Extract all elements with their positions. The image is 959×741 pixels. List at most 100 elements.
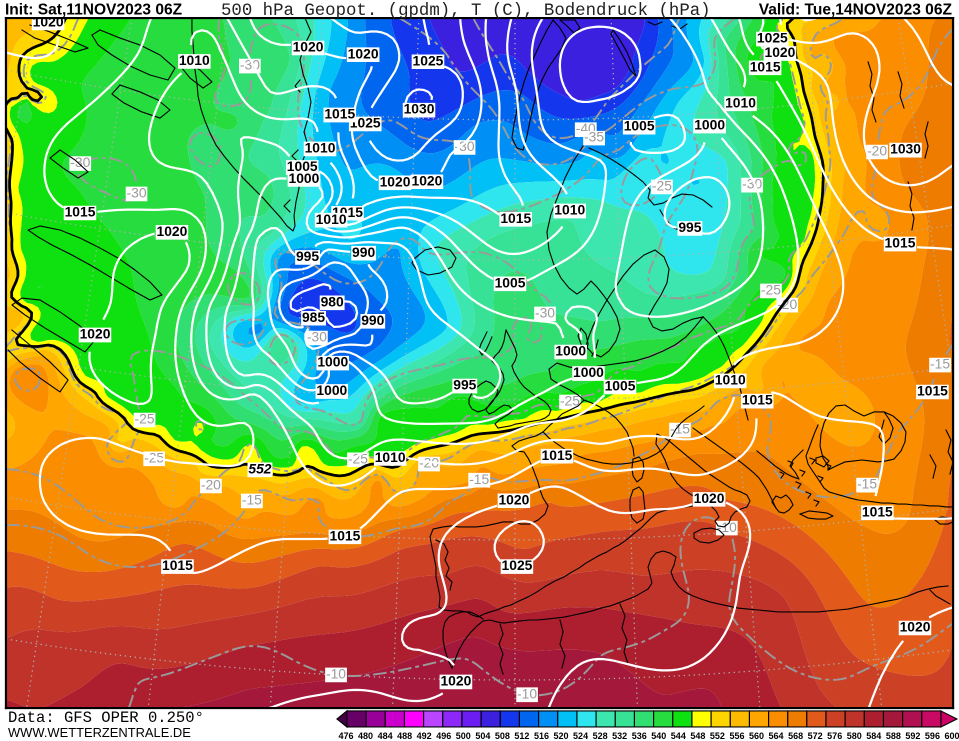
svg-text:980: 980 [321,293,344,309]
svg-text:1015: 1015 [324,106,355,122]
svg-text:540: 540 [651,731,666,741]
svg-text:-15: -15 [242,492,262,508]
svg-text:552: 552 [710,731,725,741]
svg-text:1005: 1005 [287,158,318,174]
svg-text:532: 532 [612,731,627,741]
svg-text:1000: 1000 [316,382,347,398]
svg-text:592: 592 [905,731,920,741]
svg-text:1015: 1015 [862,503,893,519]
svg-text:476: 476 [338,731,353,741]
svg-text:-30: -30 [535,305,555,321]
svg-text:1010: 1010 [179,52,210,68]
svg-text:-30: -30 [742,176,762,192]
svg-text:1025: 1025 [413,52,444,68]
svg-text:1010: 1010 [375,449,406,465]
svg-text:1020: 1020 [348,45,379,61]
svg-text:516: 516 [534,731,549,741]
svg-text:-35: -35 [584,129,604,145]
svg-text:-25: -25 [348,450,368,466]
svg-text:524: 524 [573,731,588,741]
svg-text:572: 572 [808,731,823,741]
svg-text:1020: 1020 [380,173,411,189]
svg-text:1020: 1020 [694,490,725,506]
svg-text:1005: 1005 [605,378,636,394]
svg-text:500 hPa Geopot. (gpdm), T (C),: 500 hPa Geopot. (gpdm), T (C), Bodendruc… [221,2,711,21]
svg-text:576: 576 [827,731,842,741]
svg-text:1020: 1020 [156,223,187,239]
svg-text:1010: 1010 [715,372,746,388]
svg-text:1015: 1015 [500,210,531,226]
svg-text:-10: -10 [326,666,346,682]
svg-text:548: 548 [690,731,705,741]
svg-text:1000: 1000 [573,364,604,380]
svg-text:1005: 1005 [624,118,655,134]
svg-text:596: 596 [925,731,940,741]
svg-text:-15: -15 [469,471,489,487]
svg-text:Valid: Tue,14NOV2023 06Z: Valid: Tue,14NOV2023 06Z [759,1,953,18]
svg-text:985: 985 [302,309,325,325]
svg-text:492: 492 [417,731,432,741]
svg-text:1020: 1020 [900,619,931,635]
svg-text:-25: -25 [560,393,580,409]
svg-text:-15: -15 [670,421,690,437]
svg-text:-20: -20 [867,143,887,159]
svg-text:584: 584 [866,731,881,741]
svg-text:520: 520 [554,731,569,741]
svg-text:580: 580 [847,731,862,741]
svg-text:1015: 1015 [750,58,781,74]
svg-text:1020: 1020 [764,44,795,60]
svg-text:500: 500 [456,731,471,741]
svg-text:484: 484 [378,731,393,741]
svg-text:1025: 1025 [757,30,788,46]
svg-text:Data: GFS OPER 0.250°: Data: GFS OPER 0.250° [8,709,204,727]
svg-text:-25: -25 [761,281,781,297]
svg-text:1005: 1005 [495,274,526,290]
svg-text:995: 995 [678,219,701,235]
svg-text:-25: -25 [135,411,155,427]
svg-text:480: 480 [358,731,373,741]
svg-text:508: 508 [495,731,510,741]
svg-text:1020: 1020 [498,491,529,507]
svg-text:1030: 1030 [404,101,435,117]
svg-text:1010: 1010 [554,202,585,218]
svg-text:995: 995 [296,248,319,264]
svg-text:1020: 1020 [440,673,471,689]
svg-text:-15: -15 [857,476,877,492]
svg-text:-20: -20 [201,476,221,492]
svg-text:-30: -30 [455,138,475,154]
svg-text:564: 564 [769,731,784,741]
svg-text:1015: 1015 [542,447,573,463]
svg-text:-10: -10 [517,685,537,701]
svg-text:1000: 1000 [555,343,586,359]
svg-text:528: 528 [593,731,608,741]
svg-text:1020: 1020 [293,39,324,55]
svg-text:1030: 1030 [890,141,921,157]
svg-text:1000: 1000 [288,170,319,186]
svg-text:1015: 1015 [885,235,916,251]
svg-text:-10: -10 [717,519,737,535]
svg-text:1025: 1025 [350,115,381,131]
svg-text:496: 496 [436,731,451,741]
svg-text:-30: -30 [70,154,90,170]
svg-text:1010: 1010 [316,211,347,227]
svg-text:560: 560 [749,731,764,741]
svg-text:1020: 1020 [80,326,111,342]
svg-text:-15: -15 [930,356,950,372]
svg-text:1010: 1010 [305,140,336,156]
svg-text:-30: -30 [127,184,147,200]
svg-text:1015: 1015 [917,383,948,399]
svg-text:544: 544 [671,731,686,741]
svg-text:488: 488 [397,731,412,741]
svg-text:536: 536 [632,731,647,741]
svg-text:1025: 1025 [502,557,533,573]
svg-text:504: 504 [475,731,490,741]
svg-text:995: 995 [453,377,476,393]
svg-text:568: 568 [788,731,803,741]
svg-text:588: 588 [886,731,901,741]
svg-text:1020: 1020 [33,14,64,30]
svg-text:WWW.WETTERZENTRALE.DE: WWW.WETTERZENTRALE.DE [8,725,191,740]
svg-text:556: 556 [729,731,744,741]
svg-text:600: 600 [944,731,959,741]
svg-text:1015: 1015 [65,204,96,220]
svg-text:990: 990 [361,312,384,328]
